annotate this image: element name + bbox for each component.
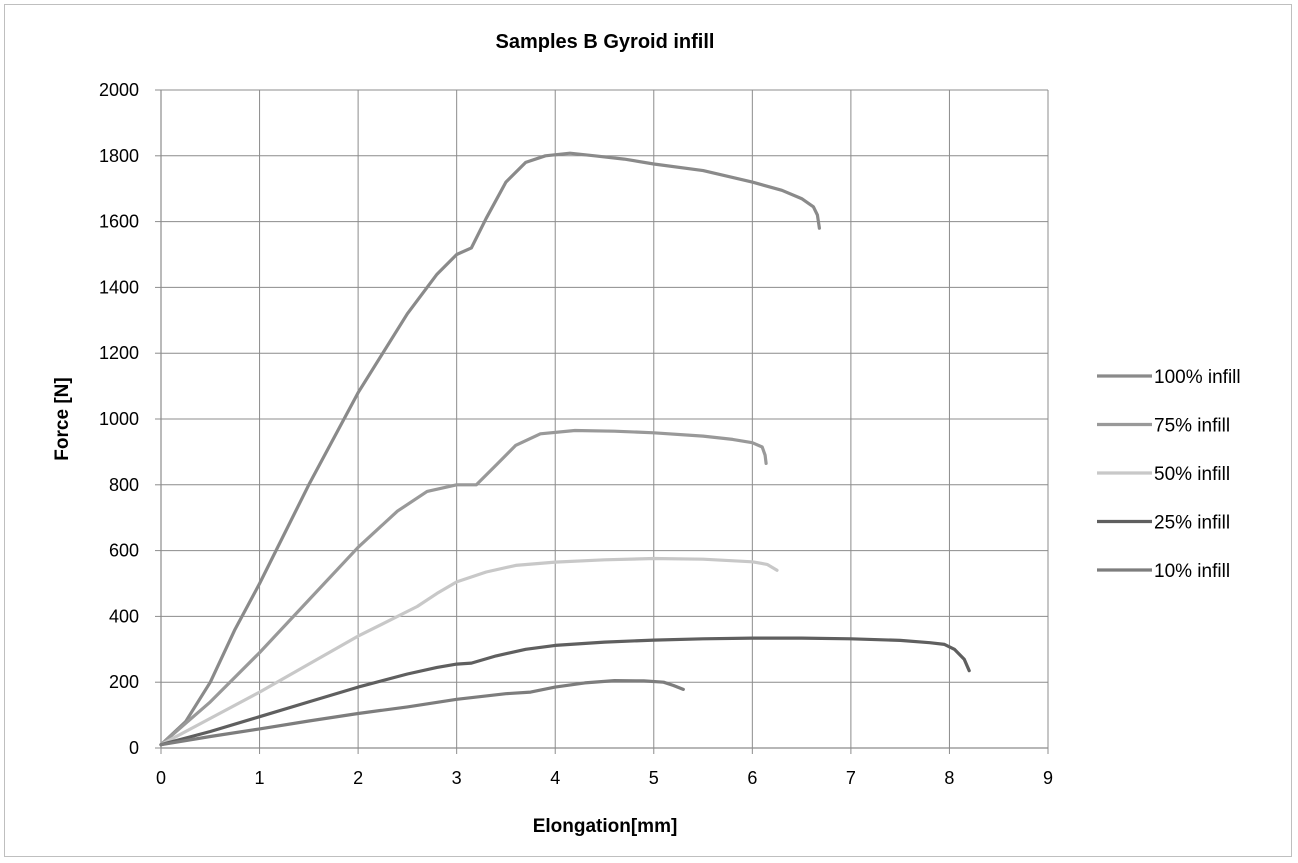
y-tick-label: 1800 bbox=[99, 146, 139, 166]
y-tick-label: 200 bbox=[109, 672, 139, 692]
x-tick-label: 6 bbox=[747, 768, 757, 788]
legend-label: 75% infill bbox=[1154, 416, 1230, 437]
y-tick-label: 1400 bbox=[99, 277, 139, 297]
y-tick-label: 800 bbox=[109, 475, 139, 495]
legend-label: 100% infill bbox=[1154, 367, 1241, 388]
series-line-2 bbox=[159, 428, 768, 747]
x-tick-label: 2 bbox=[353, 768, 363, 788]
x-tick-label: 3 bbox=[452, 768, 462, 788]
series-line-5 bbox=[159, 679, 685, 747]
series-line-3 bbox=[159, 556, 779, 747]
series-line-4 bbox=[159, 636, 971, 747]
y-tick-label: 1600 bbox=[99, 212, 139, 232]
x-tick-label: 1 bbox=[255, 768, 265, 788]
y-tick-labels: 0 200 400 600 800 1000 1200 1400 1600 1800 2000 bbox=[99, 80, 139, 758]
x-tick-label: 5 bbox=[649, 768, 659, 788]
series-line-1 bbox=[159, 151, 821, 747]
legend-label: 50% infill bbox=[1154, 464, 1230, 485]
x-axis-label: Elongation[mm] bbox=[533, 816, 678, 837]
x-tick-label: 9 bbox=[1043, 768, 1053, 788]
x-tick-label: 4 bbox=[550, 768, 560, 788]
legend-label: 25% infill bbox=[1154, 513, 1230, 534]
grid-lines bbox=[161, 89, 1049, 748]
chart-title: Samples B Gyroid infill bbox=[496, 31, 715, 53]
y-tick-label: 1000 bbox=[99, 409, 139, 429]
x-tick-labels: 0 1 2 3 4 5 6 7 8 9 bbox=[156, 768, 1053, 788]
x-tick-label: 8 bbox=[944, 768, 954, 788]
legend: 100% infill 75% infill 50% infill 25% infil… bbox=[1097, 367, 1241, 582]
y-axis-label: Force [N] bbox=[52, 377, 73, 460]
series-lines bbox=[159, 151, 971, 747]
y-tick-label: 400 bbox=[109, 606, 139, 626]
y-tick-label: 2000 bbox=[99, 80, 139, 100]
x-tick-label: 0 bbox=[156, 768, 166, 788]
y-tick-label: 1200 bbox=[99, 343, 139, 363]
y-tick-label: 600 bbox=[109, 541, 139, 561]
x-tick-label: 7 bbox=[846, 768, 856, 788]
legend-label: 10% infill bbox=[1154, 561, 1230, 582]
axes bbox=[155, 89, 1049, 754]
y-tick-label: 0 bbox=[129, 738, 139, 758]
